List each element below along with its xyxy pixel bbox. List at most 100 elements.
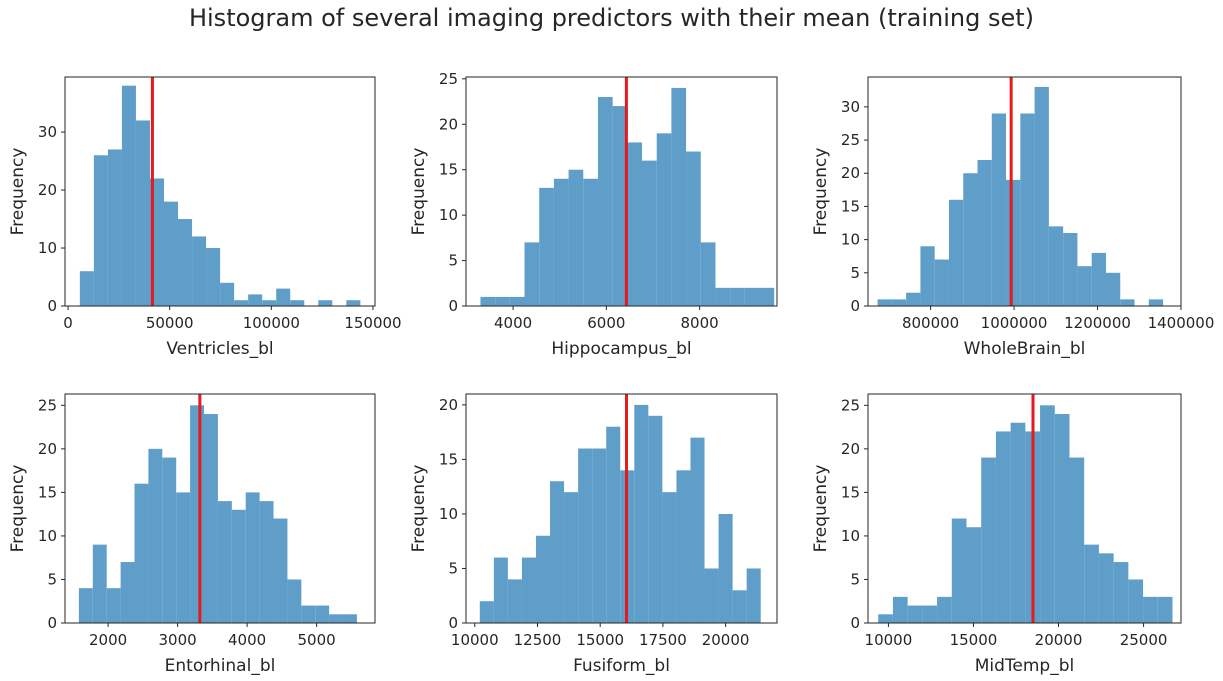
histogram-panel: 4000 6000 8000 0 5 10 15 20 25 Hippocampus_bl Freq… — [409, 70, 778, 359]
histogram-bar — [612, 106, 628, 306]
figure-title: Histogram of several imaging predictors … — [188, 4, 1035, 32]
y-tick-label: 10 — [841, 527, 860, 545]
histogram-bar — [906, 292, 921, 306]
histogram-bar — [535, 535, 551, 623]
histogram-bar — [568, 169, 584, 306]
histogram-bar — [78, 588, 93, 623]
y-tick-label: 5 — [448, 559, 458, 577]
y-axis-label: Frequency — [8, 148, 28, 236]
histogram-bar — [245, 492, 260, 623]
y-tick-label: 15 — [439, 450, 458, 468]
histogram-bar — [220, 282, 235, 306]
x-tick-label: 20000 — [702, 631, 750, 649]
x-tick-label: 15000 — [576, 631, 624, 649]
histogram-panel: 10000 15000 20000 25000 0 5 10 15 20 25 MidTemp_bl… — [811, 393, 1182, 676]
histogram-bar — [1084, 544, 1099, 623]
histogram-bar — [592, 448, 607, 623]
y-tick-label: 25 — [439, 70, 458, 88]
x-tick-label: 25000 — [1120, 631, 1168, 649]
histogram-bar — [346, 300, 361, 306]
histogram-bar — [656, 133, 672, 306]
histogram-bar — [262, 300, 277, 306]
histogram-bar — [204, 414, 218, 623]
histogram-bar — [301, 605, 316, 623]
histogram-bar — [686, 151, 701, 306]
histogram-bar — [176, 492, 191, 623]
y-tick-label: 30 — [38, 123, 57, 141]
histogram-bar — [564, 492, 579, 623]
histogram-bar — [1143, 596, 1158, 623]
y-tick-label: 0 — [448, 614, 458, 632]
histogram-bar — [162, 457, 177, 623]
histogram-bar — [715, 287, 731, 306]
histogram-bar — [217, 501, 232, 623]
histogram-bar — [550, 481, 565, 623]
histogram-bar — [700, 242, 716, 306]
y-tick-label: 15 — [841, 483, 860, 501]
histogram-bar — [315, 605, 330, 623]
histogram-bar — [507, 579, 522, 623]
histogram-bar — [583, 178, 598, 306]
histogram-bar — [877, 299, 892, 306]
histogram-bar — [121, 85, 136, 307]
x-tick-label: 6000 — [587, 314, 625, 332]
x-tick-label: 20000 — [1035, 631, 1083, 649]
y-tick-label: 25 — [841, 131, 860, 149]
histogram-bar — [662, 492, 677, 623]
y-axis-label: Frequency — [811, 148, 831, 236]
histogram-bar — [1054, 414, 1070, 623]
x-tick-label: 15000 — [950, 631, 998, 649]
histogram-bar — [148, 448, 163, 623]
histogram-bar — [1157, 596, 1173, 623]
y-tick-label: 10 — [439, 505, 458, 523]
y-tick-label: 25 — [38, 396, 57, 414]
x-tick-label: 100000 — [243, 314, 300, 332]
histogram-bar — [1020, 113, 1035, 306]
y-tick-label: 0 — [850, 614, 860, 632]
y-tick-label: 20 — [439, 115, 458, 133]
histogram-bar — [951, 518, 967, 623]
histogram-bar — [730, 287, 745, 306]
histogram-bar — [259, 501, 274, 623]
histogram-bar — [676, 470, 691, 623]
x-axis-label: Entorhinal_bl — [165, 656, 276, 676]
x-axis-label: Fusiform_bl — [573, 656, 670, 676]
histogram-bar — [1113, 562, 1129, 623]
histogram-bar — [648, 415, 663, 623]
histogram-bar — [966, 527, 982, 623]
y-tick-label: 5 — [47, 570, 57, 588]
histogram-bar — [318, 300, 333, 306]
y-tick-label: 15 — [38, 483, 57, 501]
histogram-bar — [892, 596, 908, 623]
histogram-bar — [493, 557, 508, 623]
plot-frame — [465, 393, 778, 624]
x-tick-label: 10000 — [865, 631, 913, 649]
x-tick-label: 1200000 — [1064, 314, 1131, 332]
histogram-bar — [234, 300, 249, 306]
x-tick-label: 17500 — [639, 631, 687, 649]
histogram-bar — [553, 178, 569, 306]
histogram-bar — [1091, 252, 1106, 306]
histogram-bar — [1120, 299, 1135, 306]
histogram-bar — [521, 557, 536, 623]
histogram-bar — [1040, 405, 1055, 623]
histogram-panel: 800000 1000000 1200000 1400000 0 5 10 15 20 25 30 W… — [811, 76, 1214, 359]
y-tick-label: 0 — [448, 297, 458, 315]
histogram-bar — [759, 287, 775, 306]
y-tick-label: 5 — [448, 252, 458, 270]
x-tick-label: 2000 — [89, 631, 127, 649]
x-axis-label: MidTemp_bl — [975, 656, 1075, 676]
y-tick-label: 0 — [47, 614, 57, 632]
histogram-bar — [106, 588, 121, 623]
y-tick-label: 30 — [841, 98, 860, 116]
x-tick-label: 1000000 — [981, 314, 1048, 332]
y-tick-label: 20 — [841, 440, 860, 458]
histogram-bar — [1069, 457, 1085, 623]
histogram-panel: 10000 12500 15000 17500 20000 0 5 10 15 20 Fusifor… — [409, 393, 778, 676]
x-tick-label: 12500 — [514, 631, 562, 649]
histogram-bar — [704, 568, 719, 623]
histogram-bar — [907, 605, 923, 623]
histogram-bar — [718, 513, 733, 623]
histogram-bar — [627, 142, 643, 306]
